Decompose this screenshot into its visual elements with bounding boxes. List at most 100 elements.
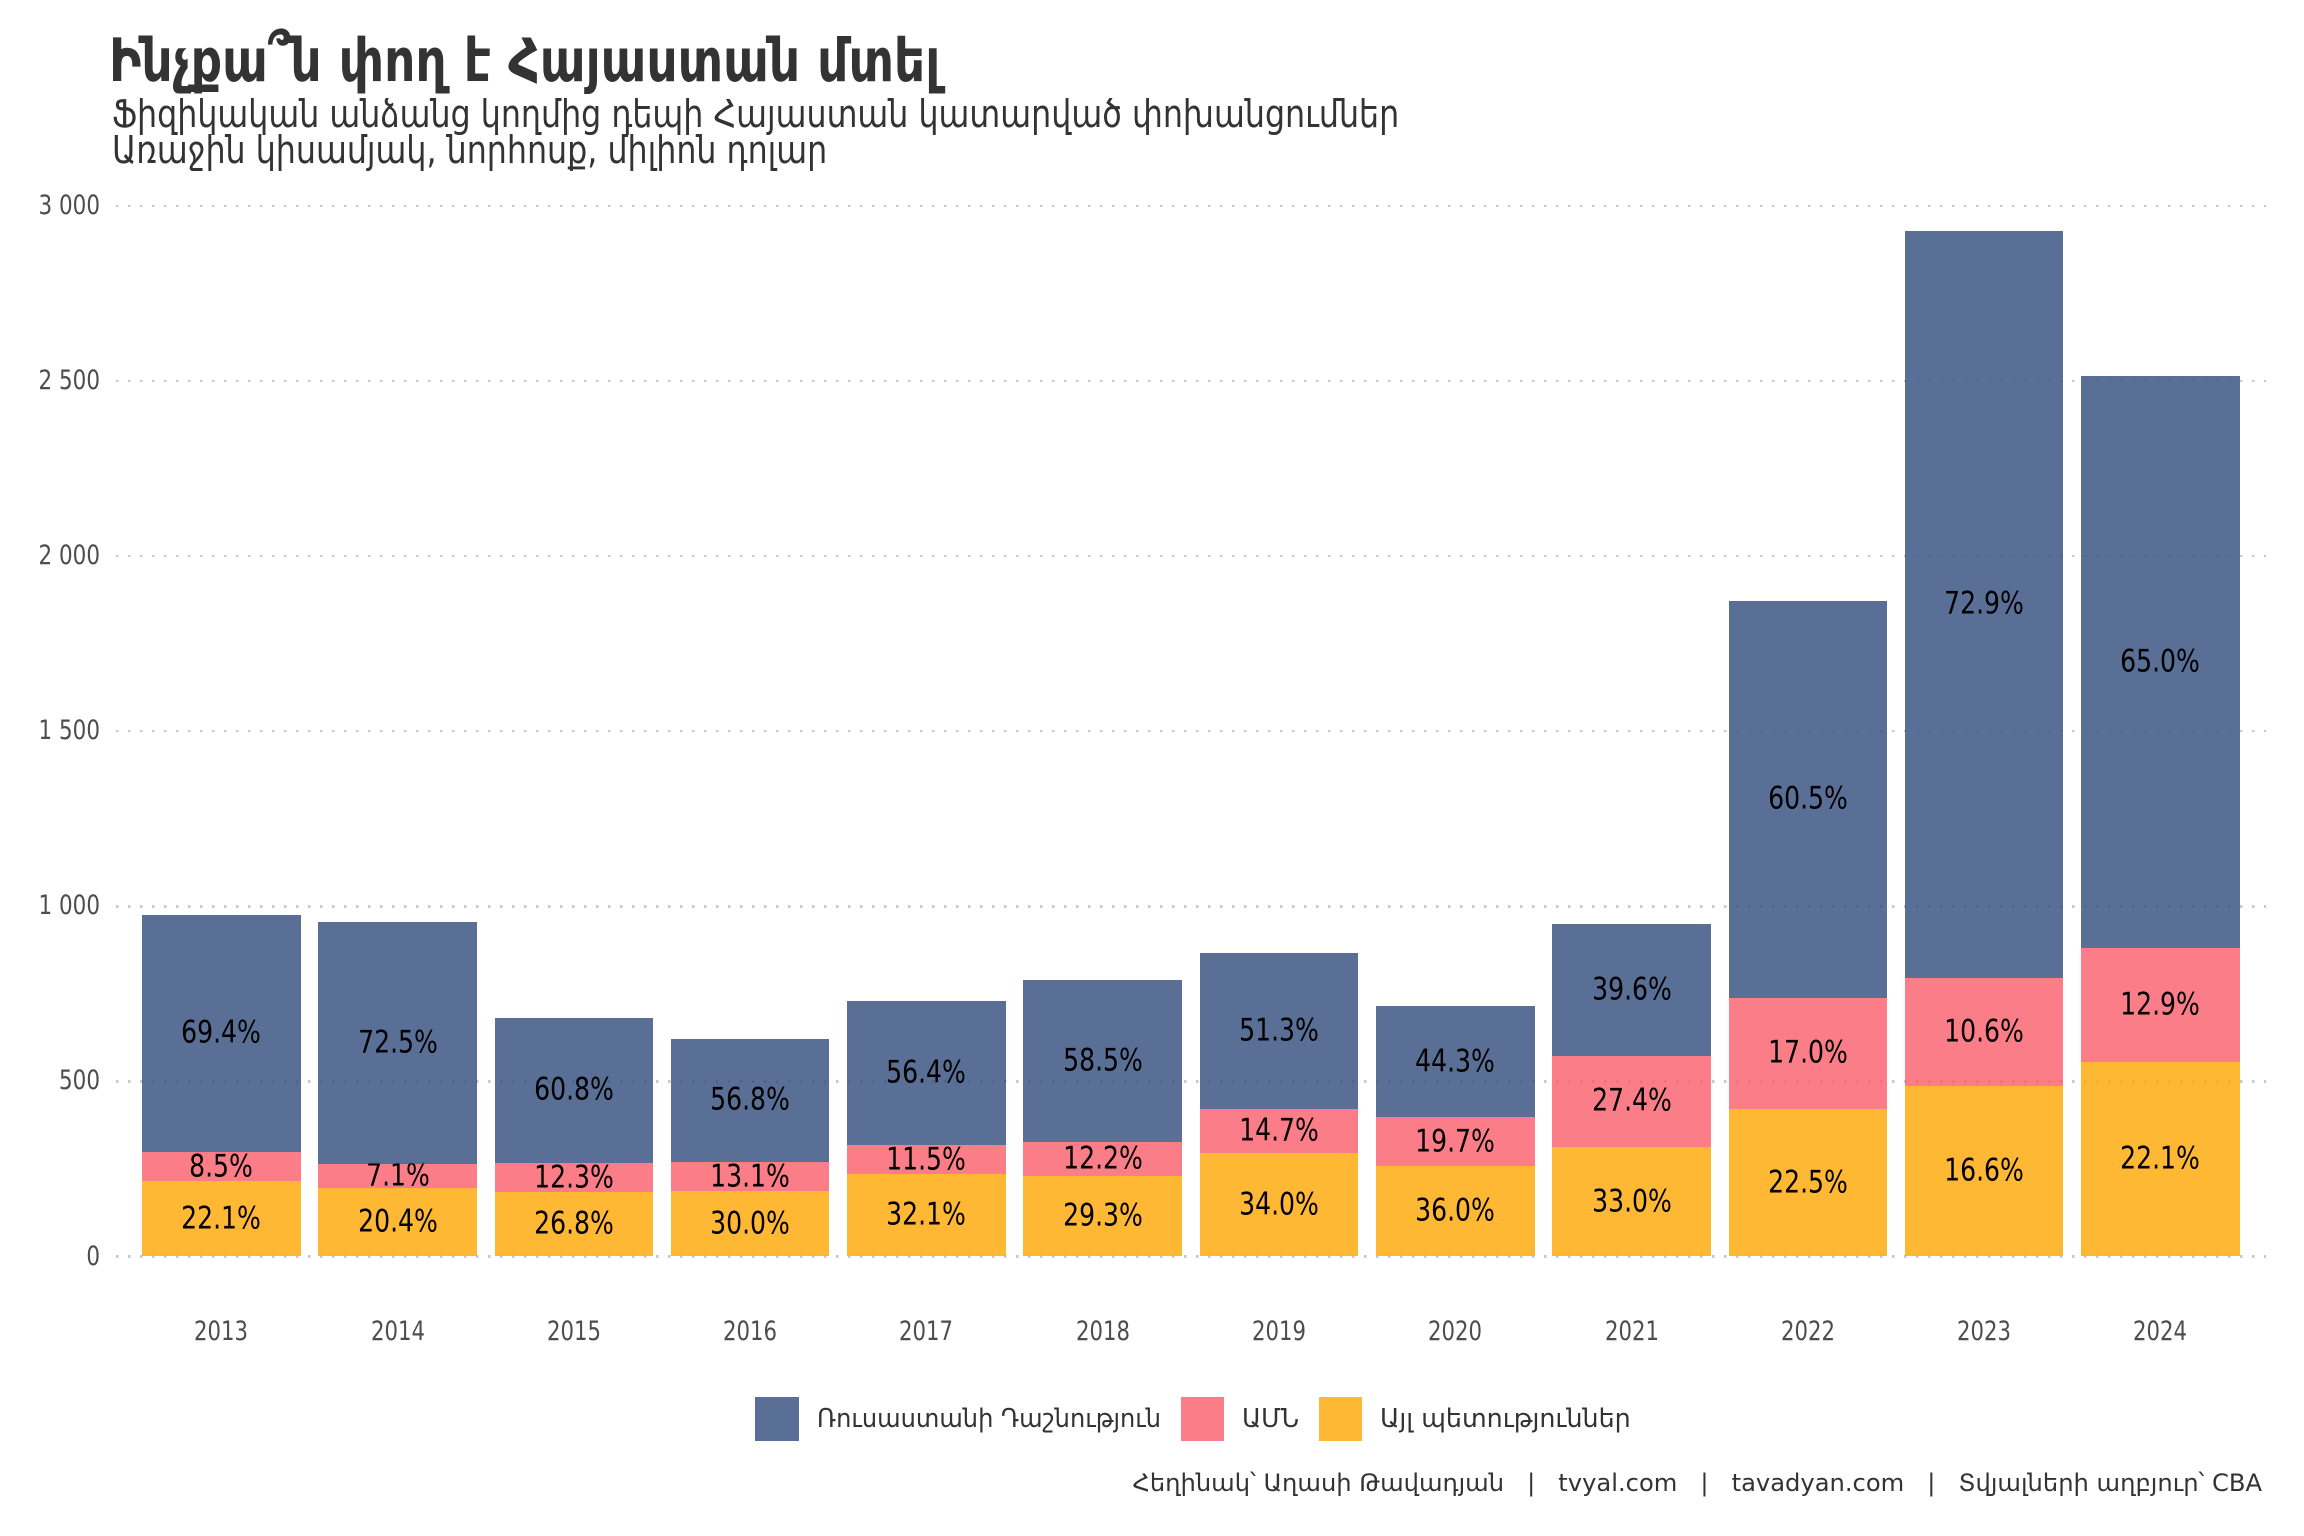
chart-subtitle: Ֆիզիկական անձանց կողմից դեպի Հայաստան կա… [112, 95, 1399, 173]
bar-2023-segment-0 [1904, 231, 2064, 978]
gridline-y-500 [115, 1080, 2267, 1083]
bar-2021-label-1: 27.4% [1591, 1082, 1672, 1119]
bar-2023-label-0: 72.9% [1944, 585, 2024, 622]
x-axis-label-2023: 2023 [1957, 1315, 2012, 1347]
y-axis-label-0: 0 [86, 1240, 100, 1272]
bar-2020-segment-1 [1375, 1117, 1535, 1167]
bar-2015-segment-0 [494, 1017, 654, 1163]
chart-subtitle-line-2: Առաջին կիսամյակ, նորհոսք, միլիոն դոլար [112, 128, 828, 173]
bar-2014-segment-1 [318, 1164, 477, 1189]
bar-2016-label-2: 30.0% [710, 1205, 791, 1242]
bar-2021-segment-1 [1552, 1055, 1711, 1147]
bar-2016-label-1: 13.1% [710, 1158, 791, 1195]
x-axis-label-2021: 2021 [1604, 1315, 1659, 1347]
gridline-y-1000 [115, 904, 2267, 908]
bar-2021-label-2: 33.0% [1591, 1183, 1672, 1220]
bar-2013-segment-2 [142, 1181, 301, 1257]
gridline-y-0 [115, 1255, 2267, 1258]
bar-2017-segment-0 [847, 1000, 1006, 1146]
bar-2013-label-1: 8.5% [189, 1148, 254, 1184]
bar-2018-segment-2 [1023, 1175, 1182, 1257]
bar-2022-segment-0 [1728, 601, 1888, 998]
bar-2016-segment-1 [670, 1162, 830, 1192]
bar-2018-label-0: 58.5% [1062, 1042, 1143, 1079]
bar-2024-segment-0 [2081, 376, 2240, 949]
bar-2024-segment-1 [2081, 948, 2240, 1062]
bar-2016-segment-2 [670, 1191, 830, 1257]
bar-2022-label-1: 17.0% [1767, 1034, 1848, 1071]
bar-2015-label-2: 26.8% [533, 1205, 614, 1242]
legend-key-2 [1318, 1397, 1362, 1441]
x-axis-label-2014: 2014 [370, 1315, 425, 1347]
bar-2013-segment-1 [142, 1151, 301, 1182]
bar-2013-segment-0 [142, 914, 301, 1152]
bar-2015-label-0: 60.8% [533, 1071, 614, 1108]
bar-2019-label-1: 14.7% [1239, 1112, 1319, 1149]
x-axis-label-2019: 2019 [1251, 1315, 1306, 1347]
x-axis-label-2024: 2024 [2133, 1315, 2188, 1347]
gridline-y-2500 [115, 379, 2267, 383]
bar-2024-label-1: 12.9% [2120, 986, 2201, 1023]
bar-2022-label-0: 60.5% [1767, 780, 1848, 817]
x-axis-label-2017: 2017 [899, 1315, 954, 1347]
caption: Հեղինակ՝ Աղասի Թավադյան | tvyal.com | ta… [1132, 1469, 2262, 1497]
bar-2023-segment-2 [1904, 1086, 2064, 1257]
bar-2018-segment-1 [1023, 1141, 1182, 1176]
bar-2015-segment-1 [494, 1162, 654, 1193]
bar-2017-segment-1 [847, 1145, 1006, 1175]
bar-2020-label-1: 19.7% [1415, 1123, 1496, 1160]
legend-label-0: Ռուսաստանի Դաշնություն [816, 1403, 1161, 1434]
bar-2021-segment-0 [1552, 924, 1711, 1056]
y-axis-label-3000: 3 000 [38, 189, 100, 221]
legend-key-1 [1180, 1397, 1224, 1441]
bar-2020-label-2: 36.0% [1415, 1192, 1496, 1229]
bar-2019-segment-0 [1199, 953, 1359, 1109]
bar-2013-label-0: 69.4% [181, 1014, 262, 1051]
x-axis-label-2013: 2013 [194, 1315, 249, 1347]
bar-2014-segment-2 [318, 1188, 477, 1257]
bar-2024-label-2: 22.1% [2120, 1140, 2201, 1177]
bar-2020-label-0: 44.3% [1415, 1043, 1496, 1080]
bar-2017-segment-2 [847, 1174, 1006, 1257]
bar-2014-label-2: 20.4% [357, 1203, 438, 1240]
x-axis-label-2020: 2020 [1428, 1315, 1483, 1347]
bar-2022-label-2: 22.5% [1767, 1164, 1848, 1201]
gridline-y-2000 [115, 554, 2267, 558]
bar-2018-label-1: 12.2% [1062, 1140, 1143, 1177]
x-axis-label-2015: 2015 [546, 1315, 601, 1347]
bar-2018-segment-0 [1023, 980, 1182, 1142]
bar-2015-label-1: 12.3% [533, 1159, 614, 1196]
bar-2013-label-2: 22.1% [181, 1200, 262, 1237]
bar-2023-label-2: 16.6% [1944, 1152, 2024, 1189]
bar-2023-segment-1 [1904, 977, 2064, 1087]
bar-2020-segment-0 [1375, 1006, 1535, 1118]
gridline-y-3000 [115, 204, 2267, 208]
bar-2017-label-2: 32.1% [886, 1196, 967, 1233]
bar-2021-label-0: 39.6% [1591, 971, 1672, 1008]
bar-2016-label-0: 56.8% [710, 1081, 791, 1118]
bar-2019-label-2: 34.0% [1239, 1186, 1319, 1223]
legend-key-0 [755, 1397, 799, 1441]
bar-2017-label-0: 56.4% [886, 1054, 967, 1091]
bar-2019-label-0: 51.3% [1239, 1012, 1319, 1049]
chart-subtitle-line-1: Ֆիզիկական անձանց կողմից դեպի Հայաստան կա… [112, 92, 1400, 136]
bar-2023-label-1: 10.6% [1944, 1013, 2024, 1050]
bar-2014-label-0: 72.5% [357, 1024, 438, 1061]
y-axis-label-1000: 1 000 [38, 890, 100, 922]
legend-label-1: ԱՄՆ [1242, 1403, 1300, 1434]
bar-2022-segment-2 [1728, 1109, 1888, 1257]
bar-2024-label-0: 65.0% [2120, 643, 2201, 680]
legend-label-2: Այլ պետություններ [1380, 1403, 1631, 1434]
bar-2021-segment-2 [1552, 1146, 1711, 1257]
bar-2017-label-1: 11.5% [886, 1141, 967, 1178]
gridline-y-1500 [115, 729, 2267, 733]
bar-2015-segment-2 [494, 1192, 654, 1257]
bar-2019-segment-2 [1199, 1153, 1359, 1257]
x-axis-label-2016: 2016 [723, 1315, 778, 1347]
bar-2016-segment-0 [670, 1038, 830, 1163]
x-axis-label-2022: 2022 [1780, 1315, 1835, 1347]
x-axis-label-2018: 2018 [1075, 1315, 1130, 1347]
